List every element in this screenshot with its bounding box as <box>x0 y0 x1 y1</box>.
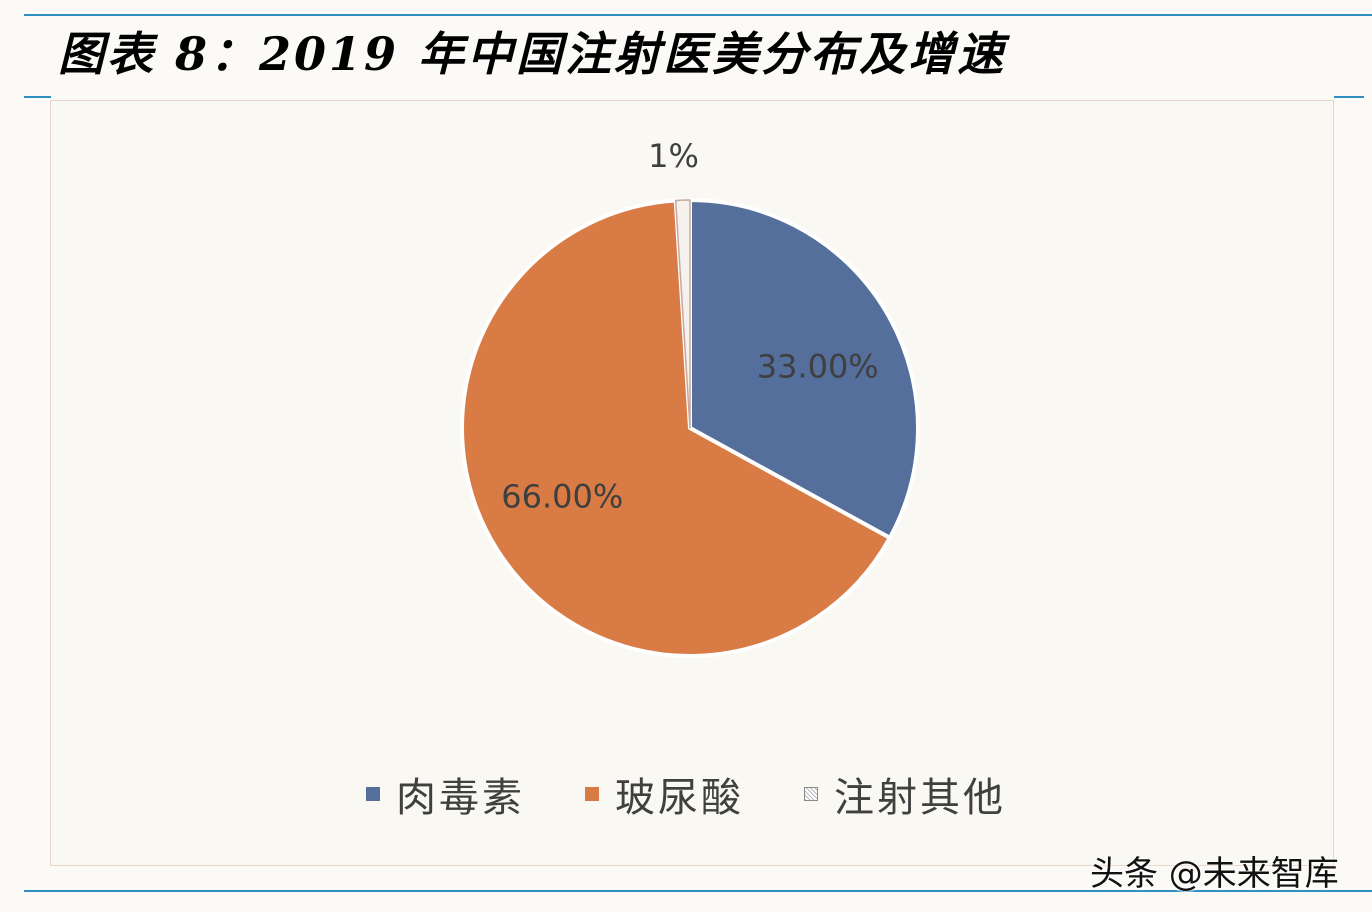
legend-swatch-botox <box>366 787 380 801</box>
legend-item-botox: 肉毒素 <box>366 765 525 823</box>
legend-label-botox: 肉毒素 <box>396 775 525 821</box>
figure-title: 图表 8：2019 年中国注射医美分布及增速 <box>58 27 1007 81</box>
legend-swatch-other-injection <box>804 787 818 801</box>
top-rule <box>24 14 1372 16</box>
data-label-other-injection: 1% <box>648 137 699 175</box>
legend-label-hyaluronic-acid: 玻尿酸 <box>615 775 744 821</box>
frame-accent-left <box>24 96 51 98</box>
pie-slice-other-injection <box>674 199 691 429</box>
legend-item-other-injection: 注射其他 <box>804 765 1006 823</box>
legend-label-other-injection: 注射其他 <box>834 775 1006 821</box>
legend-item-hyaluronic-acid: 玻尿酸 <box>585 765 744 823</box>
legend-swatch-hyaluronic-acid <box>585 787 599 801</box>
data-label-hyaluronic-acid: 66.00% <box>501 478 623 516</box>
bottom-rule <box>24 890 1372 892</box>
chart-legend: 肉毒素 玻尿酸 注射其他 <box>0 765 1372 823</box>
watermark: 头条 @未来智库 <box>1090 854 1339 894</box>
data-label-botox: 33.00% <box>757 348 879 386</box>
pie-slice-hyaluronic-acid <box>460 198 892 658</box>
frame-accent-right <box>1334 96 1364 98</box>
pie-slice-botox <box>688 198 920 540</box>
